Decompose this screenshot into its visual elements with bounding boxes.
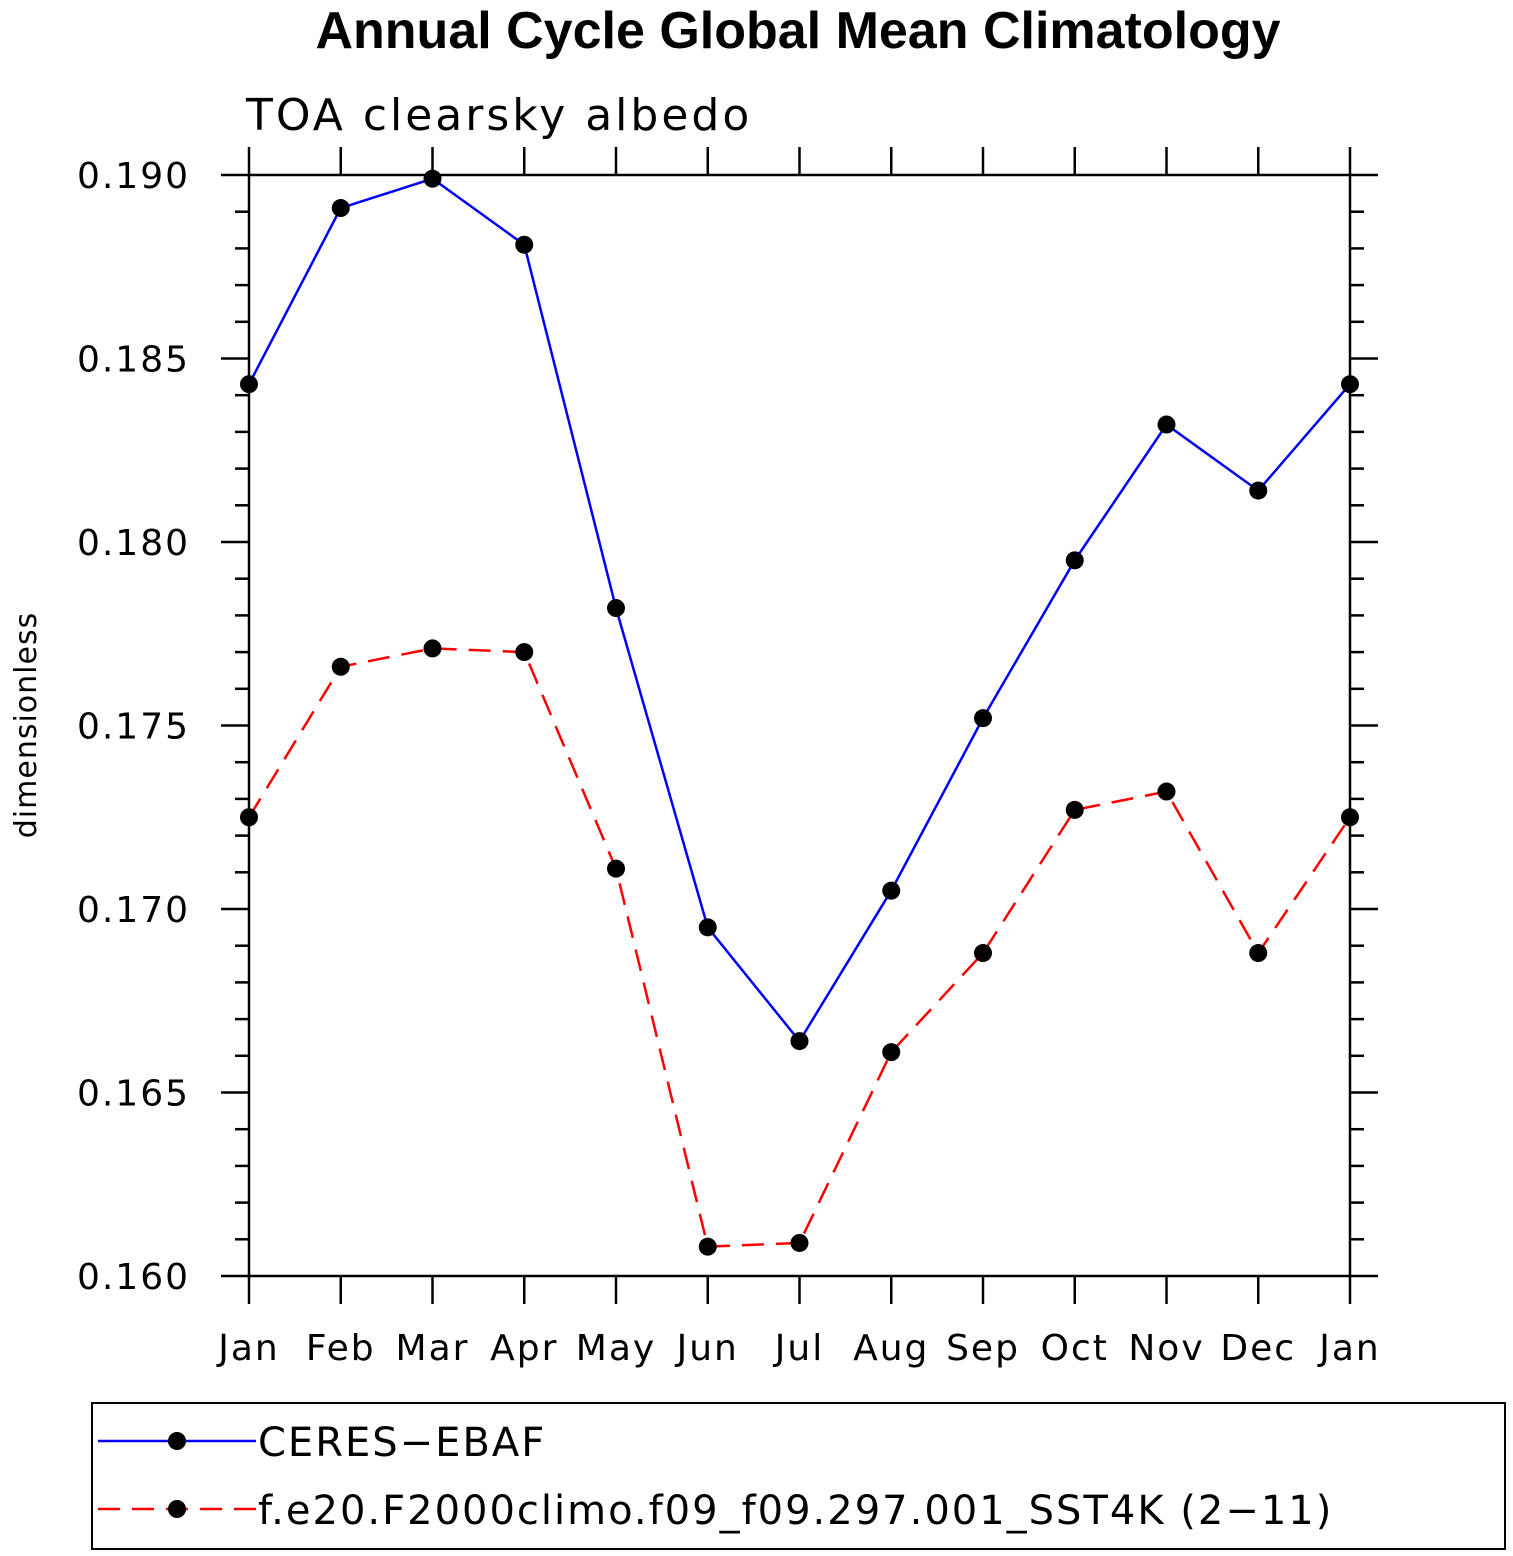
data-point xyxy=(882,1043,901,1062)
y-axis-label: dimensionless xyxy=(9,612,44,838)
x-tick-label: Jun xyxy=(675,1328,739,1369)
data-point xyxy=(607,859,625,878)
legend-label: f.e20.F2000climo.f09_f09.297.001_SST4K (… xyxy=(258,1488,1333,1534)
x-tick-labels: Jan Feb Mar Apr May Jun Jul Aug Sep Oct Nov Dec Jan xyxy=(216,1328,1381,1369)
series-line xyxy=(247,647,1352,1248)
data-point xyxy=(1157,415,1176,434)
y-tick-label: 0.165 xyxy=(77,1074,190,1115)
data-point xyxy=(790,1233,809,1252)
y-tick-label: 0.185 xyxy=(77,340,190,381)
data-point xyxy=(882,881,901,900)
legend: CERES−EBAF f.e20.F2000climo.f09_f09.297.0… xyxy=(91,1402,1506,1550)
data-point xyxy=(1341,808,1359,827)
data-point xyxy=(1341,375,1359,394)
x-tick-label: Nov xyxy=(1128,1328,1204,1369)
data-point xyxy=(1065,800,1084,819)
x-tick-label: Oct xyxy=(1041,1328,1109,1369)
x-tick-label: Jan xyxy=(1317,1328,1381,1369)
data-point xyxy=(1249,481,1268,500)
data-point xyxy=(698,1237,717,1256)
data-point xyxy=(331,657,350,676)
data-point xyxy=(1065,551,1084,570)
data-point xyxy=(698,918,717,937)
y-tick-label: 0.175 xyxy=(77,707,190,748)
legend-marker xyxy=(168,1432,186,1450)
legend-box xyxy=(91,1402,1506,1550)
y-tick-label: 0.180 xyxy=(77,523,190,564)
x-tick-label: May xyxy=(576,1328,656,1369)
x-tick-label: Jan xyxy=(216,1328,280,1369)
legend-marker xyxy=(168,1500,186,1518)
data-point xyxy=(607,599,625,618)
series-layer xyxy=(240,169,1359,1256)
plot-frame xyxy=(247,173,1352,1278)
data-point xyxy=(1157,782,1176,801)
legend-entry: CERES−EBAF xyxy=(98,1420,546,1466)
y-tick-label: 0.160 xyxy=(77,1257,190,1298)
x-tick-label: Apr xyxy=(490,1328,558,1369)
data-point xyxy=(974,709,992,728)
series-line xyxy=(247,177,1351,1044)
y-tick-label: 0.170 xyxy=(77,890,190,931)
legend-label: CERES−EBAF xyxy=(258,1420,546,1466)
data-point xyxy=(1249,944,1268,963)
data-point xyxy=(240,375,258,394)
x-tick-label: Sep xyxy=(946,1328,1020,1369)
legend-entry: f.e20.F2000climo.f09_f09.297.001_SST4K (… xyxy=(98,1488,1333,1534)
data-point xyxy=(515,643,534,662)
y-tick-labels: 0.160 0.165 0.170 0.175 0.180 0.185 0.190 xyxy=(77,156,190,1298)
data-point xyxy=(790,1032,809,1051)
series-1 xyxy=(240,169,1359,1051)
series-2 xyxy=(240,639,1359,1256)
axis-ticks xyxy=(221,147,1378,1304)
y-tick-label: 0.190 xyxy=(77,156,190,197)
x-tick-label: Aug xyxy=(853,1328,929,1369)
x-tick-label: Dec xyxy=(1220,1328,1296,1369)
data-point xyxy=(331,199,350,218)
x-tick-label: Jul xyxy=(773,1328,824,1369)
data-point xyxy=(515,235,534,254)
data-point xyxy=(974,944,992,963)
x-tick-label: Feb xyxy=(306,1328,376,1369)
data-point xyxy=(423,639,442,658)
data-point xyxy=(240,808,258,827)
chart-subtitle: TOA clearsky albedo xyxy=(245,90,752,141)
data-point xyxy=(423,169,442,188)
x-tick-label: Mar xyxy=(396,1328,470,1369)
chart-title: Annual Cycle Global Mean Climatology xyxy=(315,2,1280,60)
